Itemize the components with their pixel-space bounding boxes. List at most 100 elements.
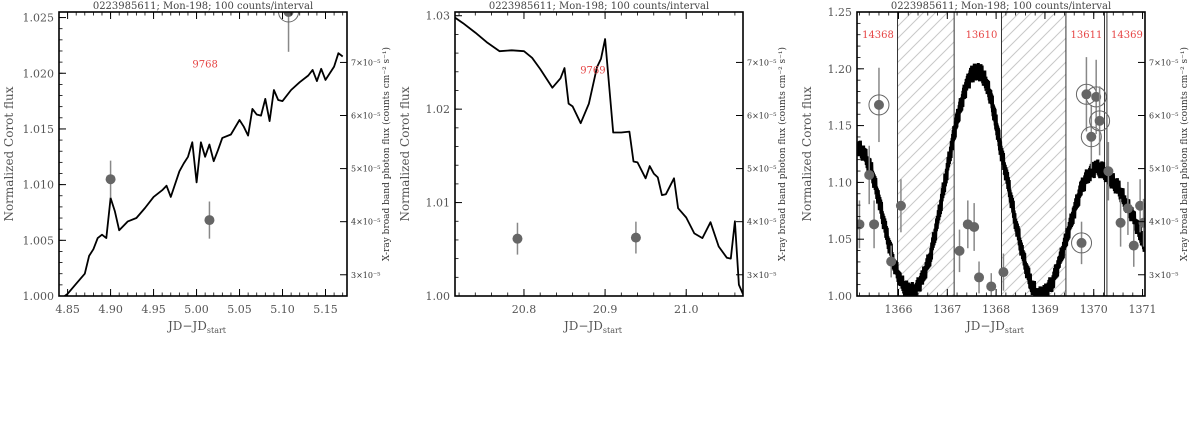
plot-area <box>59 12 344 296</box>
chart-panel-1: 9768 4.85 4.90 4.95 5.00 5.05 5.10 5.15 1.000 1.0… <box>2 1 392 335</box>
flare-marker-circle <box>278 12 300 23</box>
x-axis-label: JD−JDstart <box>964 319 1025 335</box>
y2-tick-label: 7×10⁻⁵ <box>747 58 776 67</box>
x-axis-label-main: JD−JD <box>562 319 603 333</box>
y2-tick-label: 5×10⁻⁵ <box>1149 165 1178 174</box>
xray-point-dot <box>1122 203 1133 214</box>
xray-point <box>954 229 965 273</box>
x-tick-label: 1368 <box>982 303 1010 316</box>
y2-axis-label: X-ray broad band photon flux (counts cm⁻… <box>381 47 392 261</box>
y-axis-label: Normalized Corot flux <box>398 86 412 221</box>
panel-title: 0223985611; Mon-198; 100 counts/interval <box>891 1 1111 12</box>
xray-point-dot <box>864 169 875 180</box>
flare-marker-circle <box>868 94 890 116</box>
x-tick-label: 21.0 <box>674 303 699 316</box>
xray-point <box>1122 181 1133 235</box>
x-tick-label: 5.00 <box>184 303 209 316</box>
x-tick-label: 1366 <box>884 303 912 316</box>
y-tick-label: 1.025 <box>23 12 55 25</box>
xray-point <box>998 253 1009 291</box>
panel-title: 0223985611; Mon-198; 100 counts/interval <box>93 1 313 12</box>
xray-point-dot <box>1135 200 1145 211</box>
obsid-label: 14369 <box>1111 30 1143 41</box>
x-axis-label-subscript: start <box>207 326 227 335</box>
obsid-label: 13610 <box>966 30 998 41</box>
y-tick-label: 1.25 <box>828 6 853 19</box>
xray-point-dot <box>1091 91 1102 102</box>
xray-point-dot <box>986 281 997 292</box>
y2-tick-label: 3×10⁻⁵ <box>747 271 776 280</box>
x-tick-label: 4.85 <box>55 303 80 316</box>
y2-tick-label: 3×10⁻⁵ <box>351 271 380 280</box>
xray-point-dot <box>895 200 906 211</box>
y-tick-label: 1.15 <box>828 120 853 133</box>
xray-point <box>512 222 523 255</box>
chart-panel-2: 9769 20.8 20.9 21.0 1.00 1.01 1.02 1.03 3×10⁻⁵ 4×… <box>398 1 788 335</box>
xray-point-dot <box>857 219 865 230</box>
y2-tick-label: 4×10⁻⁵ <box>351 218 380 227</box>
y-axis-label: Normalized Corot flux <box>800 86 814 221</box>
x-tick-label: 20.9 <box>593 303 618 316</box>
xray-point <box>1089 86 1111 156</box>
xray-point <box>1128 224 1139 267</box>
x-tick-label: 1370 <box>1080 303 1108 316</box>
xray-point <box>974 261 985 294</box>
y2-tick-label: 6×10⁻⁵ <box>747 112 776 121</box>
xray-point <box>1071 221 1093 265</box>
x-tick-label: 20.8 <box>512 303 537 316</box>
xray-point-dot <box>869 219 880 230</box>
y2-tick-label: 6×10⁻⁵ <box>351 112 380 121</box>
xray-point-dot <box>1138 217 1145 228</box>
y-tick-label: 1.02 <box>426 103 451 116</box>
gap-region-2 <box>1001 12 1066 296</box>
xray-point-dot <box>1128 240 1139 251</box>
xray-point <box>857 200 865 249</box>
xray-point <box>1115 198 1126 247</box>
corot-flux-line <box>455 16 743 295</box>
xray-point-dot <box>1115 217 1126 228</box>
xray-point-dot <box>512 233 523 244</box>
corot-flux-line <box>59 52 344 296</box>
x-tick-label: 5.15 <box>313 303 338 316</box>
x-axis-label: JD−JDstart <box>562 319 623 335</box>
x-axis-label-subscript: start <box>1005 326 1025 335</box>
xray-point <box>895 179 906 233</box>
flare-marker-circle <box>1085 86 1107 108</box>
obsid-label: 14368 <box>862 30 894 41</box>
x-tick-label: 5.05 <box>227 303 252 316</box>
y-tick-label: 1.00 <box>426 290 451 303</box>
y2-tick-label: 6×10⁻⁵ <box>1149 112 1178 121</box>
flare-marker-circle <box>1089 110 1111 132</box>
y-tick-label: 1.20 <box>828 63 853 76</box>
xray-point-dot <box>873 99 884 110</box>
y2-tick-label: 5×10⁻⁵ <box>747 165 776 174</box>
gap-region-1 <box>897 12 955 296</box>
xray-point-dot <box>204 215 215 226</box>
panel-title: 0223985611; Mon-198; 100 counts/interval <box>489 1 709 12</box>
y-axis-label: Normalized Corot flux <box>2 86 16 221</box>
xray-point <box>1138 198 1145 247</box>
y2-tick-label: 3×10⁻⁵ <box>1149 271 1178 280</box>
xray-point-dot <box>886 256 897 267</box>
xray-point-dot <box>630 232 641 243</box>
xray-point-dot <box>1086 131 1097 142</box>
xray-point-dot <box>969 221 980 232</box>
xray-point <box>886 245 897 278</box>
flare-marker-circle <box>1071 232 1093 254</box>
y-tick-label: 1.01 <box>426 197 451 210</box>
xray-point-dot <box>105 174 116 185</box>
x-tick-label: 1367 <box>933 303 961 316</box>
x-tick-label: 5.10 <box>270 303 295 316</box>
xray-point-dot <box>1076 237 1087 248</box>
y2-axis-label: X-ray broad band photon flux (counts cm⁻… <box>1179 47 1190 261</box>
y-tick-label: 1.00 <box>828 290 853 303</box>
xray-point <box>868 67 890 143</box>
corot-flux-line <box>857 69 1145 296</box>
chart-panel-3: 14368 13610 13611 14369 1366 1367 1368 1369 1370… <box>800 1 1190 335</box>
xray-point <box>869 200 880 249</box>
xray-point <box>864 145 875 205</box>
xray-point <box>204 201 215 239</box>
y-tick-label: 1.010 <box>23 179 55 192</box>
x-tick-label: 1371 <box>1129 303 1157 316</box>
obsid-label: 13611 <box>1071 30 1103 41</box>
